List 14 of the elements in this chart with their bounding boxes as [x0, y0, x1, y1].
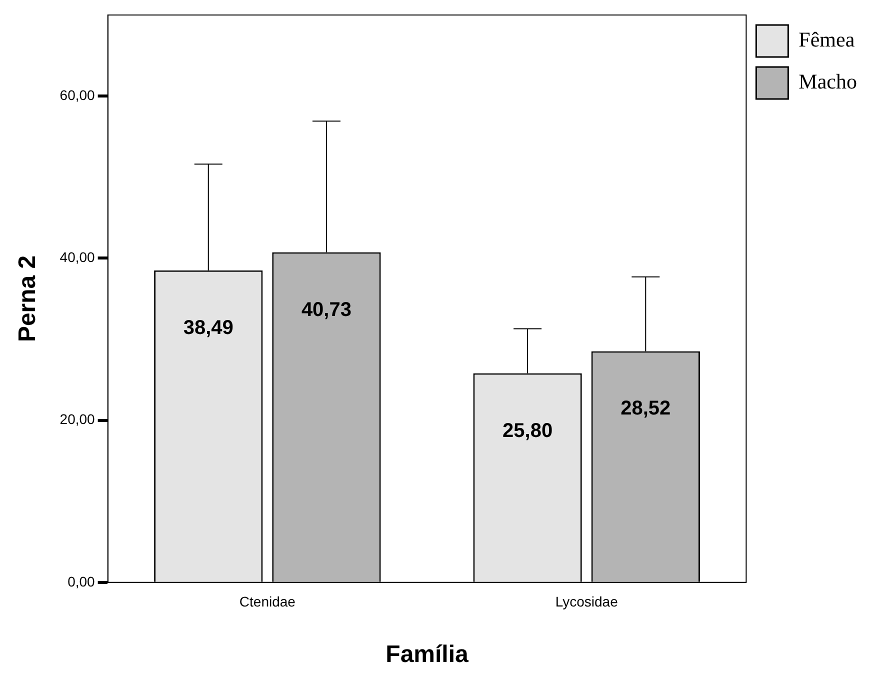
- data-label: 28,52: [620, 398, 671, 420]
- data-label: 40,73: [301, 298, 352, 321]
- y-tick-label: 60,00: [60, 86, 96, 103]
- y-tick-label: 40,00: [60, 249, 96, 266]
- y-axis-title: Perna 2: [14, 255, 42, 342]
- legend-label: Fêmea: [798, 28, 856, 52]
- x-tick-label: Ctenidae: [239, 594, 296, 610]
- y-tick-label: 20,00: [60, 411, 96, 428]
- data-label: 38,49: [183, 316, 234, 339]
- data-label: 25,80: [502, 420, 553, 442]
- y-tick-label: 0,00: [68, 573, 96, 590]
- x-axis-title: Família: [386, 641, 470, 668]
- legend-label: Macho: [798, 70, 858, 94]
- x-tick-label: Lycosidae: [555, 594, 618, 610]
